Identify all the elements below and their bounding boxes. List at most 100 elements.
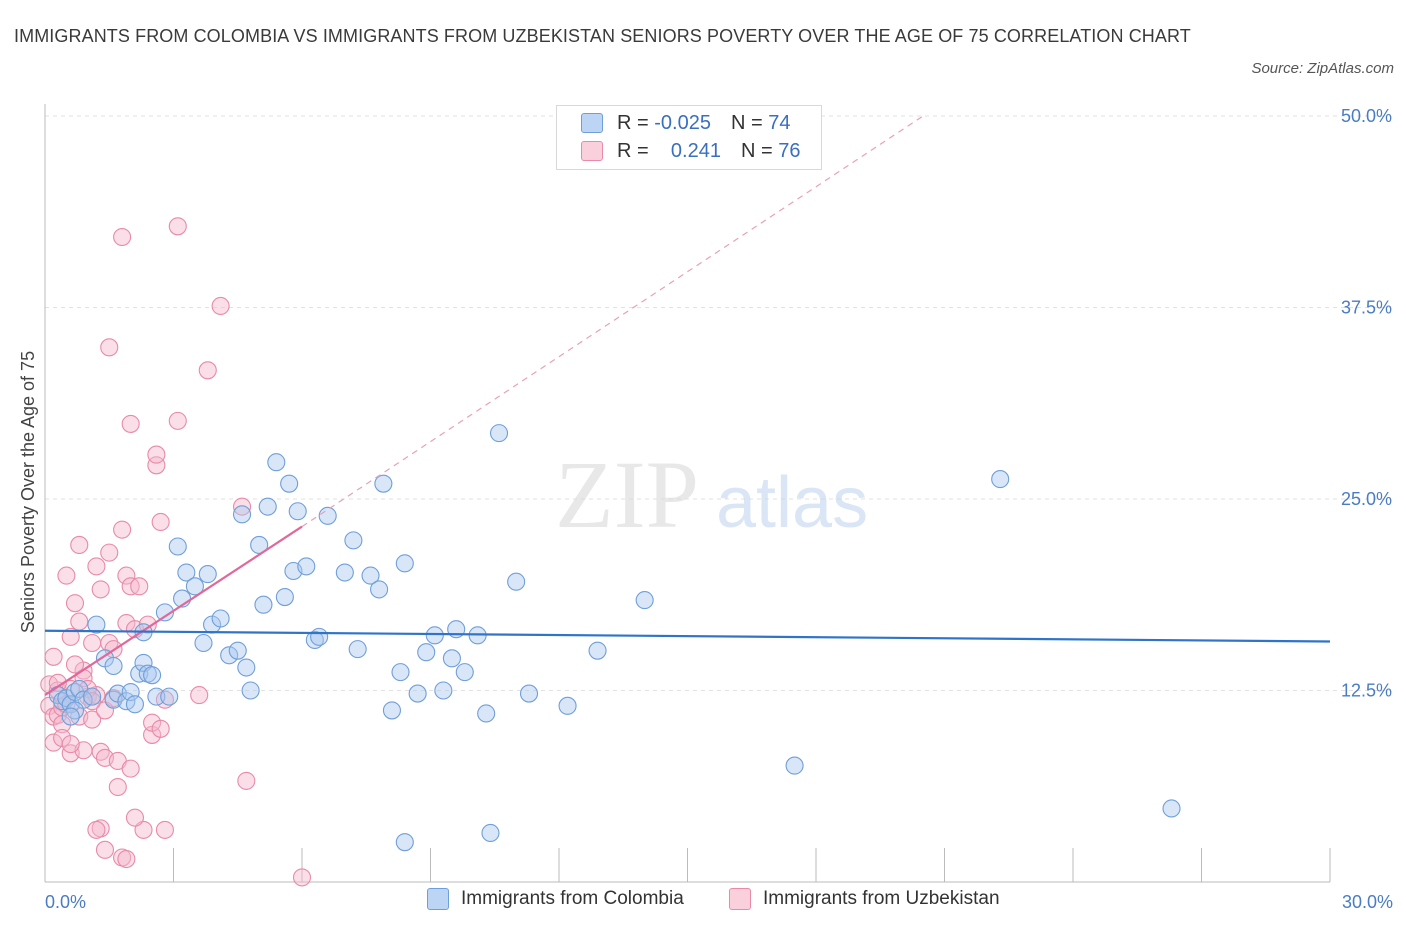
point-colombia	[125, 695, 144, 714]
legend-swatch-uzbekistan	[729, 888, 751, 910]
point-uzbekistan	[113, 520, 132, 539]
point-colombia	[395, 554, 414, 573]
legend-label-colombia: Immigrants from Colombia	[461, 888, 684, 909]
point-colombia	[370, 580, 389, 599]
point-colombia	[232, 505, 252, 524]
point-uzbekistan	[134, 820, 153, 839]
trend-lines	[44, 115, 1331, 697]
point-colombia	[425, 626, 444, 645]
point-colombia	[237, 658, 256, 677]
point-colombia	[1162, 799, 1181, 818]
point-colombia	[61, 707, 80, 726]
point-colombia	[391, 663, 410, 682]
point-colombia	[228, 641, 247, 660]
point-colombia	[83, 687, 102, 706]
legend-item-uzbekistan[interactable]: Immigrants from Uzbekistan	[729, 888, 1000, 910]
trend-line-uzbekistan	[44, 525, 303, 697]
y-axis-label: Seniors Poverty Over the Age of 75	[18, 351, 38, 633]
point-uzbekistan	[48, 673, 67, 692]
point-colombia	[417, 643, 436, 662]
legend-r-value-uzbekistan: 0.241	[670, 139, 721, 162]
point-colombia	[588, 641, 607, 660]
tick-labels: 12.5% 25.0% 37.5% 50.0% 0.0% 30.0%	[45, 106, 1393, 912]
point-colombia	[297, 557, 316, 576]
legend-row-uzbekistan: R = 0.241 N = 76	[581, 138, 800, 164]
point-uzbekistan	[232, 497, 252, 516]
point-colombia	[785, 756, 804, 775]
point-uzbekistan	[151, 719, 170, 738]
point-colombia	[160, 687, 179, 706]
point-colombia	[211, 609, 230, 628]
point-uzbekistan	[147, 445, 166, 464]
point-uzbekistan	[168, 411, 187, 430]
point-colombia	[177, 563, 196, 582]
point-uzbekistan	[83, 633, 102, 653]
point-uzbekistan	[117, 566, 136, 585]
point-colombia	[442, 649, 461, 668]
point-uzbekistan	[147, 456, 166, 475]
trend-line-colombia	[44, 629, 1331, 643]
point-uzbekistan	[70, 612, 89, 631]
point-uzbekistan	[61, 627, 80, 646]
point-colombia	[991, 470, 1010, 489]
series-colombia-points	[48, 424, 1181, 852]
x-tick-label: 0.0%	[45, 892, 86, 912]
point-colombia	[558, 696, 577, 715]
legend-swatch-colombia	[427, 888, 449, 910]
point-colombia	[87, 615, 106, 634]
point-colombia	[168, 537, 187, 556]
point-colombia	[395, 833, 414, 852]
legend-label-uzbekistan: Immigrants from Uzbekistan	[763, 888, 1000, 909]
point-colombia	[434, 681, 453, 700]
point-colombia	[344, 531, 363, 550]
point-uzbekistan	[198, 361, 217, 380]
point-colombia	[288, 502, 307, 521]
point-uzbekistan	[237, 771, 256, 790]
point-colombia	[489, 424, 509, 443]
point-uzbekistan	[57, 566, 76, 585]
correlation-legend: R = -0.025 N = 74 R = 0.241 N = 76	[556, 105, 822, 170]
point-colombia	[310, 627, 329, 646]
watermark: ZIP atlas	[555, 441, 868, 548]
legend-n-label: N =	[730, 111, 763, 134]
point-uzbekistan	[292, 868, 312, 887]
point-uzbekistan	[95, 840, 115, 859]
point-uzbekistan	[190, 686, 209, 705]
legend-r-value-colombia: -0.025	[654, 111, 711, 134]
point-uzbekistan	[121, 759, 140, 778]
legend-swatch-colombia	[581, 113, 603, 133]
y-tick-label: 12.5%	[1341, 681, 1392, 701]
point-uzbekistan	[130, 577, 149, 596]
point-colombia	[104, 656, 123, 676]
point-uzbekistan	[100, 338, 119, 357]
point-uzbekistan	[151, 512, 170, 532]
point-uzbekistan	[117, 849, 136, 869]
legend-item-colombia[interactable]: Immigrants from Colombia	[427, 888, 684, 910]
legend-n-value-colombia: 74	[768, 111, 791, 134]
point-colombia	[241, 681, 260, 700]
legend-n-value-uzbekistan: 76	[778, 139, 801, 162]
point-colombia	[220, 646, 239, 665]
point-uzbekistan	[100, 543, 119, 562]
point-uzbekistan	[44, 647, 63, 666]
point-uzbekistan	[113, 227, 132, 247]
point-colombia	[198, 565, 217, 584]
point-colombia	[348, 640, 367, 659]
legend-row-colombia: R = -0.025 N = 74	[581, 110, 790, 136]
y-tick-label: 25.0%	[1341, 489, 1392, 509]
point-uzbekistan	[121, 414, 140, 433]
point-uzbekistan	[91, 580, 110, 599]
watermark-atlas: atlas	[716, 463, 868, 543]
point-uzbekistan	[65, 594, 85, 613]
point-uzbekistan	[87, 820, 106, 839]
point-colombia	[185, 577, 204, 596]
x-tick-label: 30.0%	[1342, 892, 1393, 912]
series-uzbekistan-points	[40, 217, 312, 887]
point-colombia	[258, 497, 277, 516]
series-legend: Immigrants from Colombia Immigrants from…	[0, 888, 1406, 918]
point-colombia	[382, 701, 402, 720]
point-colombia	[194, 633, 213, 653]
point-uzbekistan	[168, 217, 187, 236]
trend-line-uzbekistan-extrapolated	[301, 115, 924, 528]
point-colombia	[134, 653, 153, 672]
